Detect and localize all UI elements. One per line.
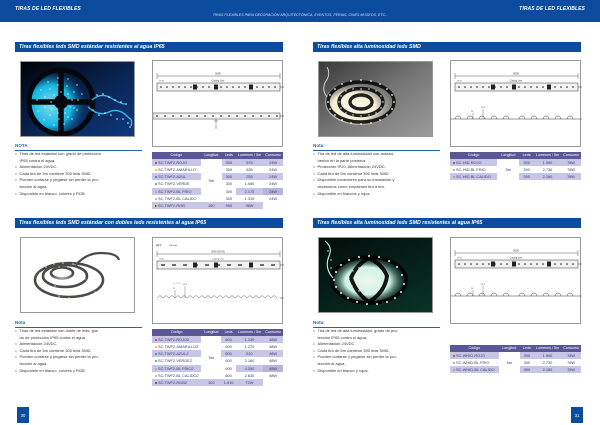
svg-text:Cutting Line: Cutting Line	[212, 258, 224, 261]
svg-text:19.34: 19.34	[159, 81, 164, 83]
svg-text:19.34: 19.34	[159, 259, 164, 261]
svg-text:SC.TWF2: SC.TWF2	[173, 283, 181, 285]
svg-text:Cutting Line: Cutting Line	[510, 257, 523, 260]
svg-text:5000: 5000	[513, 72, 519, 76]
svg-text:19.34: 19.34	[457, 81, 462, 83]
svg-text:600 leds: 600 leds	[169, 245, 178, 247]
svg-text:5000 (59.05): 5000 (59.05)	[211, 251, 225, 254]
svg-text:21: 21	[471, 288, 474, 290]
svg-text:21: 21	[173, 288, 176, 290]
svg-text:13.3: 13.3	[481, 107, 486, 109]
svg-text:13.3: 13.3	[481, 284, 486, 286]
svg-text:19.34: 19.34	[457, 258, 462, 260]
svg-text:5000: 5000	[215, 72, 221, 76]
svg-text:[a][1]: [a][1]	[156, 244, 162, 247]
svg-text:13.3: 13.3	[183, 284, 188, 286]
svg-text:Cutting Line: Cutting Line	[212, 80, 225, 83]
svg-text:21: 21	[471, 111, 474, 113]
svg-text:5000: 5000	[513, 249, 519, 253]
svg-text:Cutting Line: Cutting Line	[510, 80, 523, 83]
